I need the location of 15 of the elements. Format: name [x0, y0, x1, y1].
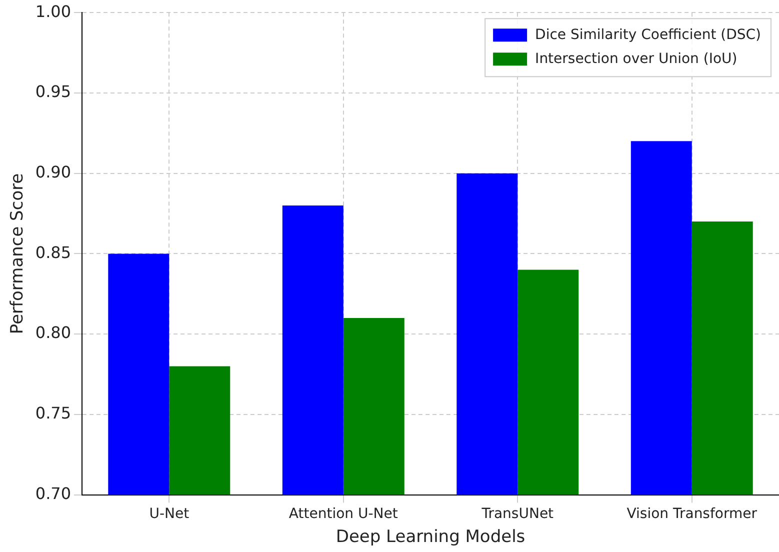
y-tick-label: 0.90	[35, 162, 72, 182]
y-tick-label: 0.80	[35, 323, 72, 342]
y-tick-label: 1.00	[35, 2, 72, 21]
legend-label: Dice Similarity Coefficient (DSC)	[535, 27, 762, 44]
x-tick-label: Vision Transformer	[626, 506, 758, 522]
x-tick-label: TransUNet	[480, 506, 554, 522]
y-axis-title: Performance Score	[8, 173, 28, 334]
x-tick-label: U-Net	[149, 506, 190, 522]
x-tick-label: Attention U-Net	[288, 506, 398, 522]
x-axis-title: Deep Learning Models	[336, 527, 526, 548]
y-tick-label: 0.85	[35, 242, 72, 262]
y-tick-label: 0.95	[35, 82, 72, 102]
legend-label: Intersection over Union (IoU)	[535, 51, 738, 68]
y-tick-label: 0.70	[35, 484, 72, 503]
y-tick-label: 0.75	[35, 404, 72, 423]
